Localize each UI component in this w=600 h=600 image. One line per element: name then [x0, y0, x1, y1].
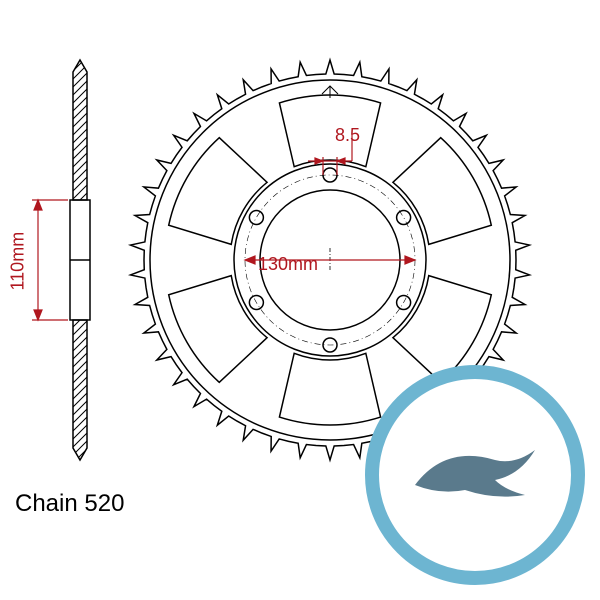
dimension-bolt-circle: 130mm — [258, 254, 318, 275]
watermark-logo-bird — [405, 425, 545, 525]
chain-spec-label: Chain 520 — [15, 490, 124, 518]
dimension-hub: 110mm — [8, 232, 29, 291]
dimension-bolt-hole: 8.5 — [335, 125, 360, 146]
